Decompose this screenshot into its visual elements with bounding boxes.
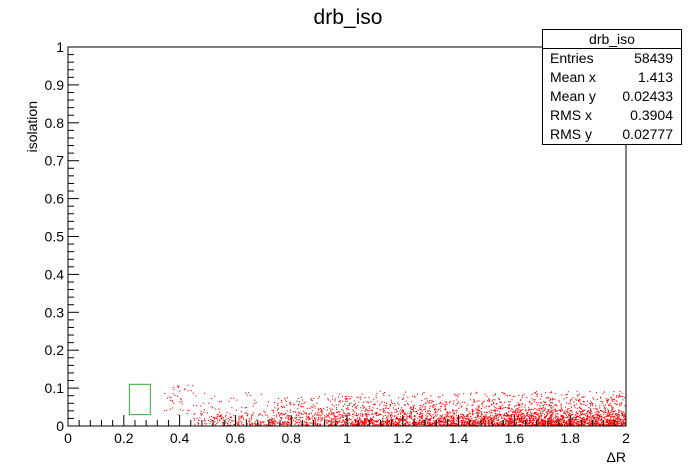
stats-row-rms-x: RMS x 0.3904 xyxy=(543,106,681,125)
stats-value: 58439 xyxy=(634,50,673,66)
x-tick-label: 1 xyxy=(343,430,351,446)
highlight-rect xyxy=(128,383,151,416)
x-tick-label: 1.4 xyxy=(449,430,469,446)
stats-box-title: drb_iso xyxy=(543,30,681,49)
stats-value: 0.3904 xyxy=(630,107,673,123)
stats-row-mean-y: Mean y 0.02433 xyxy=(543,87,681,106)
y-tick-label: 0 xyxy=(56,418,64,434)
x-tick-label: 1.2 xyxy=(393,430,413,446)
y-tick-label: 0.2 xyxy=(45,342,65,358)
x-tick-label: 1.8 xyxy=(560,430,580,446)
x-tick-label: 0.2 xyxy=(114,430,134,446)
stats-label: Entries xyxy=(550,50,594,66)
x-tick-label: 2 xyxy=(622,430,630,446)
scatter-points xyxy=(163,384,626,427)
stats-label: Mean x xyxy=(550,69,596,85)
stats-value: 0.02433 xyxy=(622,88,673,104)
stats-label: RMS x xyxy=(550,107,592,123)
y-tick-label: 0.6 xyxy=(45,191,65,207)
stats-value: 1.413 xyxy=(637,69,673,85)
stats-label: RMS y xyxy=(550,126,592,142)
stats-row-entries: Entries 58439 xyxy=(543,49,681,68)
y-tick-label: 0.4 xyxy=(45,266,65,282)
y-tick-label: 0.8 xyxy=(45,115,65,131)
plot-title: drb_iso xyxy=(313,6,383,29)
stats-row-mean-x: Mean x 1.413 xyxy=(543,68,681,87)
stats-value: 0.02777 xyxy=(622,126,673,142)
x-axis-label: ΔR xyxy=(607,449,626,465)
y-tick-label: 1 xyxy=(56,39,64,55)
x-tick-label: 0.4 xyxy=(170,430,190,446)
x-tick-label: 0 xyxy=(64,430,72,446)
x-tick-label: 1.6 xyxy=(505,430,525,446)
x-tick-label: 0.8 xyxy=(281,430,301,446)
stats-label: Mean y xyxy=(550,88,596,104)
y-tick-label: 0.7 xyxy=(45,153,65,169)
highlight-box xyxy=(128,383,151,416)
y-tick-label: 0.5 xyxy=(45,229,65,245)
data-points xyxy=(163,384,626,427)
y-tick-label: 0.1 xyxy=(45,380,65,396)
y-tick-label: 0.9 xyxy=(45,77,65,93)
x-tick-label: 0.6 xyxy=(226,430,246,446)
y-tick-label: 0.3 xyxy=(45,304,65,320)
stats-box: drb_iso Entries 58439 Mean x 1.413 Mean … xyxy=(542,29,682,145)
stats-row-rms-y: RMS y 0.02777 xyxy=(543,125,681,144)
ticks: 0 0.2 0.4 0.6 0.8 1 1.2 1.4 1.6 1.8 2 0 0.1 0.2 0.3 0.4… xyxy=(45,39,631,446)
y-axis-label: isolation xyxy=(24,101,40,152)
